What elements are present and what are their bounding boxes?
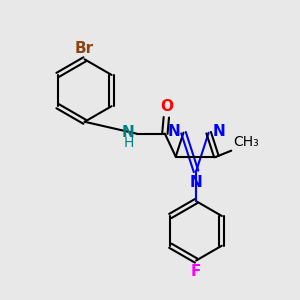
Text: H: H: [124, 136, 134, 150]
Text: F: F: [191, 264, 201, 279]
Text: N: N: [167, 124, 180, 139]
Text: N: N: [122, 125, 134, 140]
Text: CH₃: CH₃: [233, 135, 259, 149]
Text: Br: Br: [75, 41, 94, 56]
Text: O: O: [160, 99, 173, 114]
Text: N: N: [190, 175, 202, 190]
Text: N: N: [212, 124, 225, 139]
